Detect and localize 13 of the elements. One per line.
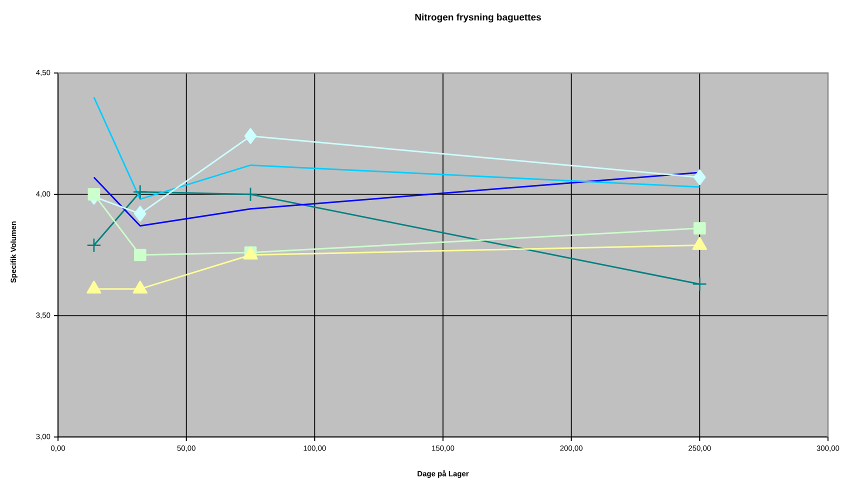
line-series xyxy=(93,96,700,200)
point xyxy=(694,169,706,186)
point xyxy=(692,276,707,292)
point xyxy=(88,188,100,200)
point xyxy=(86,280,102,294)
point xyxy=(134,206,146,222)
point xyxy=(694,222,706,234)
point xyxy=(132,280,148,294)
point xyxy=(86,238,102,253)
point xyxy=(244,128,257,144)
point xyxy=(134,248,146,262)
point xyxy=(132,184,148,200)
chart-title: Nitrogen frysning baguettes xyxy=(415,14,541,22)
